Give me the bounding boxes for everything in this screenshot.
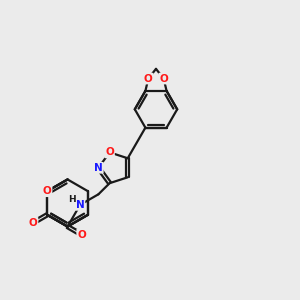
Text: O: O: [77, 230, 86, 240]
Text: O: O: [159, 74, 168, 84]
Text: O: O: [29, 218, 38, 228]
Text: O: O: [105, 147, 114, 158]
Text: O: O: [43, 186, 52, 196]
Text: H: H: [68, 195, 76, 204]
Text: O: O: [144, 74, 153, 84]
Text: N: N: [94, 163, 103, 173]
Text: N: N: [76, 200, 84, 210]
